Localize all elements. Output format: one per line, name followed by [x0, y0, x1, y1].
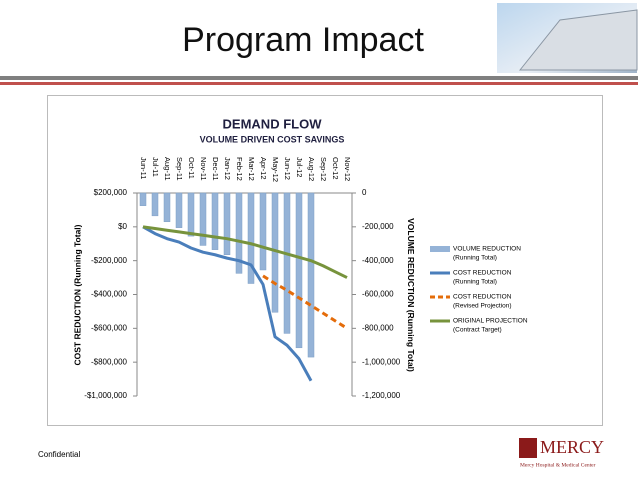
line — [142, 225, 313, 382]
bar — [139, 192, 147, 206]
chart-title: DEMAND FLOW — [223, 116, 323, 131]
bar — [163, 192, 171, 223]
y2-tick-label: -400,000 — [362, 256, 394, 265]
bar — [307, 192, 315, 358]
y2-tick-label: -1,200,000 — [362, 391, 401, 400]
y-tick-label: -$400,000 — [91, 290, 128, 299]
x-tick-label: Jul-12 — [295, 157, 304, 177]
legend-label: ORIGINAL PROJECTION — [453, 318, 528, 325]
x-tick-label: Dec-11 — [211, 157, 220, 181]
bar — [175, 192, 183, 228]
y2-axis-label: VOLUME REDUCTION (Running Total) — [406, 218, 416, 372]
divider-red — [0, 82, 638, 85]
bar — [151, 192, 159, 217]
x-tick-label: Sep-11 — [175, 157, 184, 181]
y2-tick-label: -1,000,000 — [362, 357, 401, 366]
y-tick-label: $0 — [118, 222, 127, 231]
legend-label: COST REDUCTION — [453, 270, 512, 277]
legend-label: VOLUME REDUCTION — [453, 246, 521, 253]
y2-tick-label: -200,000 — [362, 222, 394, 231]
x-tick-label: Jun-11 — [139, 157, 148, 179]
x-tick-label: May-12 — [271, 157, 280, 182]
x-tick-label: Jan-12 — [223, 157, 232, 180]
footer: Confidential — [38, 450, 80, 459]
x-tick-label: Jun-12 — [283, 157, 292, 180]
x-tick-label: Oct-11 — [187, 157, 196, 179]
legend-swatch — [430, 246, 450, 252]
logo-subtitle: Mercy Hospital & Medical Center — [520, 462, 596, 468]
legend-note: (Contract Target) — [453, 327, 502, 334]
legend-note: (Running Total) — [453, 279, 497, 286]
x-tick-label: Aug-11 — [163, 157, 172, 181]
slide-title: Program Impact — [182, 21, 424, 59]
line — [142, 225, 348, 279]
bar — [259, 192, 267, 271]
y2-tick-label: -800,000 — [362, 323, 394, 332]
bar — [235, 192, 243, 274]
x-tick-label: Mar-12 — [247, 157, 256, 181]
chart-frame — [47, 95, 603, 426]
y-tick-label: -$1,000,000 — [84, 391, 127, 400]
y-tick-label: -$200,000 — [91, 256, 128, 265]
x-tick-label: Nov-12 — [343, 157, 352, 181]
bar — [187, 192, 195, 237]
chart-subtitle: VOLUME DRIVEN COST SAVINGS — [200, 134, 345, 144]
legend-label: COST REDUCTION — [453, 294, 512, 301]
bar — [283, 192, 291, 334]
x-tick-label: Feb-12 — [235, 157, 244, 181]
y-axis-label: COST REDUCTION (Running Total) — [72, 224, 82, 365]
bar — [295, 192, 303, 349]
bar — [247, 192, 255, 284]
x-tick-label: Aug-12 — [307, 157, 316, 181]
x-tick-label: Nov-11 — [199, 157, 208, 181]
logo-mark — [519, 438, 537, 458]
x-tick-label: Jul-11 — [151, 157, 160, 177]
building — [518, 9, 638, 71]
legend-note: (Revised Projection) — [453, 303, 512, 310]
x-tick-label: Apr-12 — [259, 157, 268, 180]
legend-note: (Running Total) — [453, 255, 497, 262]
y-tick-label: -$800,000 — [91, 357, 128, 366]
y-tick-label: -$600,000 — [91, 323, 128, 332]
bar — [223, 192, 231, 255]
bar — [211, 192, 219, 250]
logo-name: MERCY — [540, 437, 604, 457]
line — [262, 274, 348, 330]
x-tick-label: Oct-12 — [331, 157, 340, 180]
bar — [199, 192, 207, 246]
y-tick-label: $200,000 — [94, 188, 128, 197]
y2-tick-label: 0 — [362, 188, 367, 197]
divider-gray — [0, 76, 638, 80]
x-tick-label: Sep-12 — [319, 157, 328, 181]
y2-tick-label: -600,000 — [362, 290, 394, 299]
